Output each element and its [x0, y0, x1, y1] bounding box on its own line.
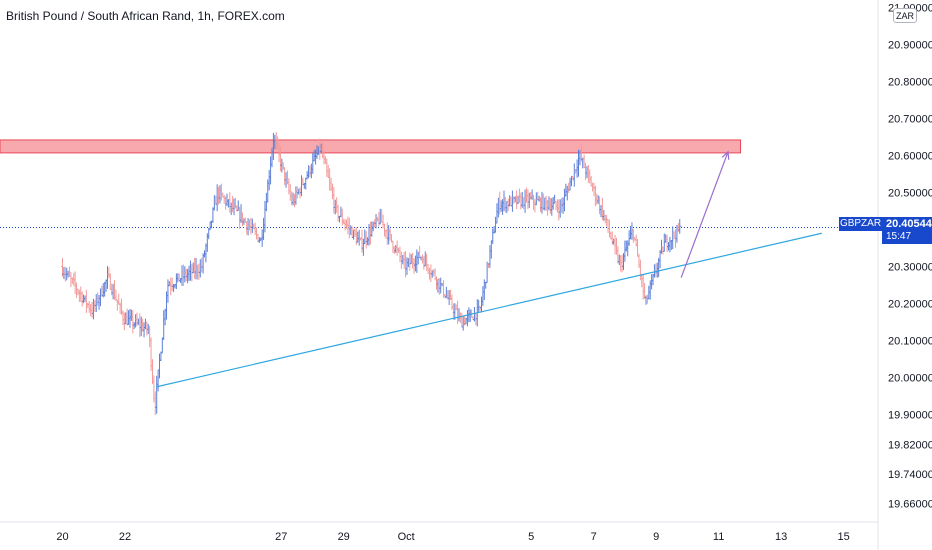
time-tick-label: 7 — [591, 531, 597, 543]
last-price-box: 20.40544 15:47 — [882, 217, 932, 244]
price-tick-label: 19.82000 — [888, 439, 932, 451]
time-tick-label: 29 — [338, 531, 350, 543]
drawings-layer — [156, 150, 822, 388]
time-tick-label: 27 — [275, 531, 287, 543]
price-tick-label: 20.60000 — [888, 150, 932, 162]
ascending-trendline — [156, 232, 822, 388]
currency-badge[interactable]: ZAR — [893, 8, 917, 23]
price-bars-layer — [60, 131, 682, 415]
symbol-label: GBPZAR — [839, 217, 882, 231]
price-tick-label: 20.50000 — [888, 188, 932, 200]
ohlc-bar — [572, 163, 576, 187]
time-tick-label: 5 — [528, 531, 534, 543]
time-tick-label: Oct — [398, 531, 415, 543]
time-tick-label: 15 — [838, 531, 850, 543]
price-tick-label: 19.66000 — [888, 498, 932, 510]
price-tick-label: 20.80000 — [888, 76, 932, 88]
projection-arrow — [680, 151, 729, 278]
time-tick-label: 22 — [119, 531, 131, 543]
price-tick-label: 20.90000 — [888, 39, 932, 51]
resistance-zone-layer — [0, 139, 878, 229]
price-tick-label: 19.74000 — [888, 469, 932, 481]
last-price-value: 20.40544 — [886, 218, 932, 230]
last-price-tag: GBPZAR 20.40544 15:47 — [839, 217, 932, 244]
time-tick-label: 20 — [56, 531, 68, 543]
price-tick-label: 20.30000 — [888, 262, 932, 274]
time-tick-label: 9 — [653, 531, 659, 543]
price-axis[interactable]: 21.0000020.9000020.8000020.7000020.60000… — [888, 2, 932, 510]
price-tick-label: 20.70000 — [888, 113, 932, 125]
chart-title: British Pound / South African Rand, 1h, … — [6, 9, 285, 23]
time-tick-label: 11 — [713, 531, 724, 543]
resistance-zone — [0, 139, 742, 154]
price-tick-label: 20.00000 — [888, 373, 932, 385]
price-tick-label: 20.20000 — [888, 299, 932, 311]
price-tick-label: 20.10000 — [888, 336, 932, 348]
time-tick-label: 13 — [775, 531, 787, 543]
bar-countdown: 15:47 — [886, 231, 912, 242]
ohlc-bar — [678, 219, 682, 234]
price-tick-label: 19.90000 — [888, 410, 932, 422]
projection-arrow-head — [721, 150, 730, 160]
time-axis[interactable]: 20 22 27 29 Oct 5 7 9 11 13 15 — [56, 531, 849, 543]
